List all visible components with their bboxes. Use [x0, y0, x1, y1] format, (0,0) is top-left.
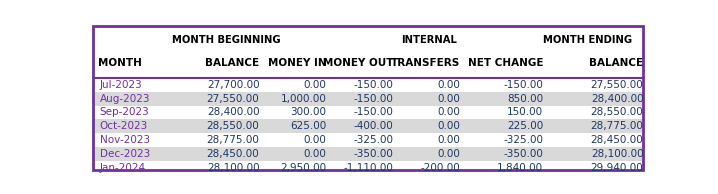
Bar — [94, 78, 643, 92]
Text: -150.00: -150.00 — [353, 94, 393, 104]
Text: -325.00: -325.00 — [353, 135, 393, 145]
Text: 27,700.00: 27,700.00 — [207, 80, 259, 90]
Text: -350.00: -350.00 — [353, 149, 393, 159]
Text: 0.00: 0.00 — [437, 94, 460, 104]
Bar — [94, 92, 643, 106]
Text: 0.00: 0.00 — [437, 149, 460, 159]
Text: 28,775.00: 28,775.00 — [207, 135, 259, 145]
Text: 28,400.00: 28,400.00 — [207, 107, 259, 118]
Text: MONTH ENDING: MONTH ENDING — [544, 36, 633, 45]
Text: 0.00: 0.00 — [437, 107, 460, 118]
Text: -200.00: -200.00 — [420, 163, 460, 173]
Text: Oct-2023: Oct-2023 — [100, 121, 148, 131]
Text: 0.00: 0.00 — [437, 135, 460, 145]
Text: 1,000.00: 1,000.00 — [280, 94, 326, 104]
Text: 28,100.00: 28,100.00 — [591, 149, 643, 159]
Bar — [94, 120, 643, 133]
Text: 0.00: 0.00 — [304, 149, 326, 159]
Text: 225.00: 225.00 — [507, 121, 544, 131]
Text: 0.00: 0.00 — [304, 80, 326, 90]
Bar — [94, 106, 643, 120]
Text: -150.00: -150.00 — [353, 80, 393, 90]
Text: 28,400.00: 28,400.00 — [591, 94, 643, 104]
Text: 27,550.00: 27,550.00 — [207, 94, 259, 104]
Text: INTERNAL: INTERNAL — [401, 36, 457, 45]
Text: Jul-2023: Jul-2023 — [100, 80, 142, 90]
Text: MONTH BEGINNING: MONTH BEGINNING — [172, 36, 281, 45]
Text: 29,940.00: 29,940.00 — [591, 163, 643, 173]
Text: NET CHANGE: NET CHANGE — [467, 58, 544, 68]
Bar — [94, 161, 643, 175]
Text: 300.00: 300.00 — [290, 107, 326, 118]
Text: MONTH: MONTH — [98, 58, 142, 68]
Text: Sep-2023: Sep-2023 — [100, 107, 149, 118]
Text: MONEY OUT: MONEY OUT — [322, 58, 393, 68]
Bar — [94, 147, 643, 161]
Text: 27,550.00: 27,550.00 — [591, 80, 643, 90]
Text: TRANSFERS: TRANSFERS — [391, 58, 460, 68]
Text: 28,450.00: 28,450.00 — [207, 149, 259, 159]
Text: 28,550.00: 28,550.00 — [591, 107, 643, 118]
Text: 0.00: 0.00 — [304, 135, 326, 145]
Text: Aug-2023: Aug-2023 — [100, 94, 150, 104]
Text: 2,950.00: 2,950.00 — [280, 163, 326, 173]
Text: 28,775.00: 28,775.00 — [590, 121, 643, 131]
Text: -350.00: -350.00 — [503, 149, 544, 159]
Text: -150.00: -150.00 — [503, 80, 544, 90]
Text: -325.00: -325.00 — [503, 135, 544, 145]
Text: 28,450.00: 28,450.00 — [591, 135, 643, 145]
Text: 625.00: 625.00 — [290, 121, 326, 131]
Text: BALANCE: BALANCE — [205, 58, 259, 68]
Text: -1,110.00: -1,110.00 — [343, 163, 393, 173]
Text: 1,840.00: 1,840.00 — [497, 163, 544, 173]
Text: -150.00: -150.00 — [353, 107, 393, 118]
Text: 150.00: 150.00 — [507, 107, 544, 118]
Text: Dec-2023: Dec-2023 — [100, 149, 150, 159]
Text: 850.00: 850.00 — [507, 94, 544, 104]
Text: 0.00: 0.00 — [437, 121, 460, 131]
Text: MONEY IN: MONEY IN — [268, 58, 326, 68]
Text: 0.00: 0.00 — [437, 80, 460, 90]
Text: 28,100.00: 28,100.00 — [207, 163, 259, 173]
Text: Nov-2023: Nov-2023 — [100, 135, 150, 145]
Text: 28,550.00: 28,550.00 — [207, 121, 259, 131]
Text: -400.00: -400.00 — [353, 121, 393, 131]
Bar — [94, 133, 643, 147]
Text: BALANCE: BALANCE — [589, 58, 643, 68]
Text: Jan-2024: Jan-2024 — [100, 163, 146, 173]
